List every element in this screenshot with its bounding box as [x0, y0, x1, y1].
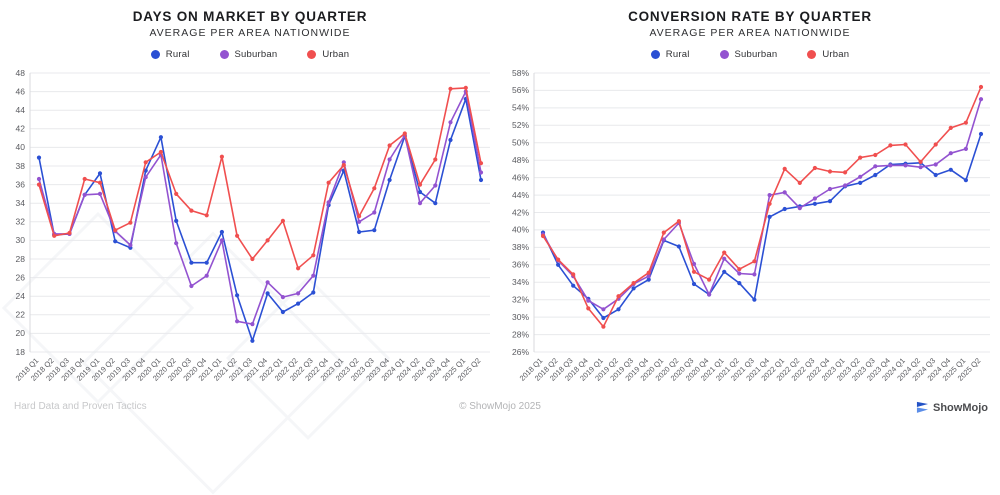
rural-legend-dot-icon	[650, 49, 660, 59]
chart-panel-days-on-market: DAYS ON MARKET BY QUARTER AVERAGE PER AR…	[0, 0, 500, 404]
svg-text:32: 32	[16, 217, 26, 227]
svg-text:38: 38	[16, 161, 26, 171]
chart-title: CONVERSION RATE BY QUARTER	[628, 9, 872, 24]
legend-item-urban[interactable]: Urban	[807, 49, 849, 60]
svg-text:24: 24	[16, 291, 26, 301]
legend-item-rural[interactable]: Rural	[650, 48, 690, 60]
svg-text:56%: 56%	[512, 85, 529, 95]
svg-text:28%: 28%	[512, 329, 529, 339]
suburban-legend-dot-icon	[719, 49, 729, 59]
svg-text:34%: 34%	[512, 277, 529, 287]
footer-copyright: © ShowMojo 2025	[459, 401, 541, 412]
legend-label: Rural	[165, 48, 190, 60]
urban-legend-dot-icon	[307, 49, 317, 59]
chart-subtitle: AVERAGE PER AREA NATIONWIDE	[649, 27, 851, 39]
svg-text:34: 34	[16, 198, 26, 208]
svg-text:48%: 48%	[512, 155, 529, 165]
svg-text:44: 44	[16, 105, 26, 115]
svg-text:48: 48	[16, 68, 26, 78]
svg-text:30%: 30%	[512, 312, 529, 322]
showmojo-logo: ShowMojo	[916, 401, 988, 414]
urban-legend-dot-icon	[807, 49, 817, 59]
svg-text:40: 40	[16, 142, 26, 152]
chart-title: DAYS ON MARKET BY QUARTER	[132, 9, 368, 24]
svg-text:42: 42	[16, 124, 26, 134]
svg-text:52%: 52%	[512, 120, 529, 130]
legend-label: Urban	[822, 48, 850, 60]
svg-text:58%: 58%	[512, 68, 529, 78]
svg-text:36: 36	[16, 179, 26, 189]
chart-panel-conversion-rate: CONVERSION RATE BY QUARTER AVERAGE PER A…	[500, 0, 1000, 404]
legend: Rural Suburban Urban	[0, 46, 500, 62]
svg-text:20: 20	[16, 328, 26, 338]
legend-label: Rural	[665, 48, 690, 60]
svg-text:46%: 46%	[512, 172, 529, 182]
svg-text:50%: 50%	[512, 138, 529, 148]
legend: Rural Suburban Urban	[500, 46, 1000, 62]
svg-text:44%: 44%	[512, 190, 529, 200]
legend-item-suburban[interactable]: Suburban	[719, 48, 778, 60]
legend-item-urban[interactable]: Urban	[307, 49, 349, 60]
svg-text:32%: 32%	[512, 295, 529, 305]
svg-text:28: 28	[16, 254, 26, 264]
svg-text:38%: 38%	[512, 242, 529, 252]
footer: Hard Data and Proven Tactics © ShowMojo …	[0, 398, 1000, 414]
svg-text:46: 46	[16, 86, 26, 96]
suburban-legend-dot-icon	[219, 49, 229, 59]
showmojo-logo-icon	[916, 401, 929, 413]
svg-text:26: 26	[16, 272, 26, 282]
footer-tagline: Hard Data and Proven Tactics	[14, 401, 147, 412]
svg-text:26%: 26%	[512, 347, 529, 357]
charts-row: DAYS ON MARKET BY QUARTER AVERAGE PER AR…	[0, 0, 1000, 404]
svg-text:42%: 42%	[512, 207, 529, 217]
legend-item-rural[interactable]: Rural	[150, 48, 190, 60]
svg-text:54%: 54%	[512, 103, 529, 113]
svg-text:18: 18	[16, 347, 26, 357]
svg-text:30: 30	[16, 235, 26, 245]
legend-label: Suburban	[734, 48, 778, 60]
legend-label: Urban	[322, 48, 350, 60]
rural-legend-dot-icon	[150, 49, 160, 59]
svg-text:40%: 40%	[512, 225, 529, 235]
chart-subtitle: AVERAGE PER AREA NATIONWIDE	[149, 27, 351, 39]
legend-label: Suburban	[234, 48, 278, 60]
conversion-rate-line-chart[interactable]: 26% 28% 30% 32% 34% 36% 38% 40% 42% 44% 46% 48% 50% 5…	[500, 64, 1000, 404]
svg-text:36%: 36%	[512, 260, 529, 270]
svg-text:22: 22	[16, 310, 26, 320]
showmojo-logo-text: ShowMojo	[933, 401, 988, 414]
legend-item-suburban[interactable]: Suburban	[219, 48, 278, 60]
